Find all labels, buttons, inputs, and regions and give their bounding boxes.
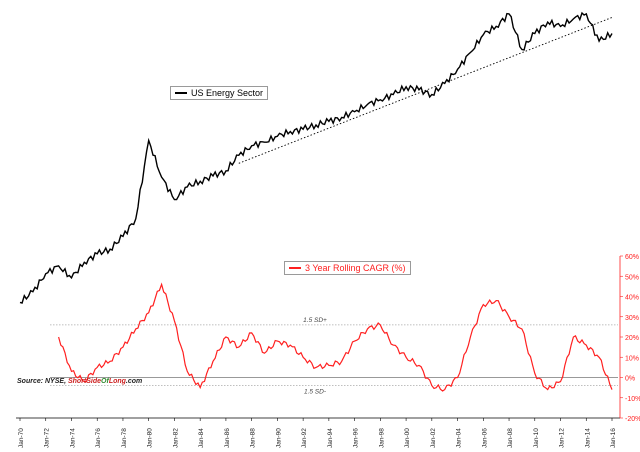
energy-trendline	[238, 17, 613, 164]
x-tick-label: Jan-00	[404, 428, 411, 448]
x-tick-label: Jan-82	[172, 428, 179, 448]
x-tick-label: Jan-72	[44, 428, 51, 448]
source-brand-a: ShortSide	[67, 378, 102, 385]
x-tick-label: Jan-76	[95, 428, 102, 448]
y-tick-label: -20%	[625, 416, 640, 423]
source-note: Source: NYSE, ShortSideOfLong.com	[17, 378, 142, 385]
legend-cagr-label: 3 Year Rolling CAGR (%)	[305, 263, 406, 273]
x-tick-label: Jan-88	[250, 428, 257, 448]
x-tick-label: Jan-86	[224, 428, 231, 448]
source-brand-b: Of	[101, 378, 109, 385]
x-tick-label: Jan-84	[198, 428, 205, 448]
y-tick-label: 20%	[625, 335, 639, 342]
x-tick-label: Jan-78	[121, 428, 128, 448]
legend-energy: US Energy Sector	[170, 86, 269, 100]
y-tick-label: 0%	[625, 376, 635, 383]
x-tick-label: Jan-90	[275, 428, 282, 448]
x-tick-label: Jan-10	[533, 428, 540, 448]
x-tick-label: Jan-02	[430, 428, 437, 448]
x-tick-label: Jan-74	[69, 428, 76, 448]
reference-line-label: 1.5 SD+	[303, 317, 327, 324]
source-prefix: Source: NYSE,	[17, 378, 68, 385]
legend-cagr: 3 Year Rolling CAGR (%)	[284, 261, 411, 275]
x-tick-label: Jan-70	[18, 428, 25, 448]
cagr-series-line	[58, 282, 613, 392]
energy-series-line	[19, 11, 613, 304]
x-tick-label: Jan-06	[481, 428, 488, 448]
x-tick-label: Jan-12	[559, 428, 566, 448]
x-tick-label: Jan-16	[610, 428, 617, 448]
x-tick-label: Jan-08	[507, 428, 514, 448]
y-tick-label: 60%	[625, 254, 639, 261]
y-tick-label: 30%	[625, 315, 639, 322]
legend-energy-swatch	[175, 92, 187, 94]
x-tick-label: Jan-04	[456, 428, 463, 448]
x-tick-label: Jan-80	[147, 428, 154, 448]
y-tick-label: 40%	[625, 295, 639, 302]
y-tick-label: 50%	[625, 274, 639, 281]
legend-cagr-swatch	[289, 267, 301, 269]
y-tick-label: 10%	[625, 355, 639, 362]
x-tick-label: Jan-14	[584, 428, 591, 448]
y-tick-label: -10%	[625, 396, 640, 403]
reference-line-label: 1.5 SD-	[304, 389, 327, 396]
legend-energy-label: US Energy Sector	[191, 88, 264, 98]
x-tick-label: Jan-94	[327, 428, 334, 448]
source-suffix: .com	[125, 378, 143, 385]
x-tick-label: Jan-92	[301, 428, 308, 448]
source-brand-c: Long	[108, 378, 126, 385]
x-tick-label: Jan-98	[378, 428, 385, 448]
x-tick-label: Jan-96	[353, 428, 360, 448]
